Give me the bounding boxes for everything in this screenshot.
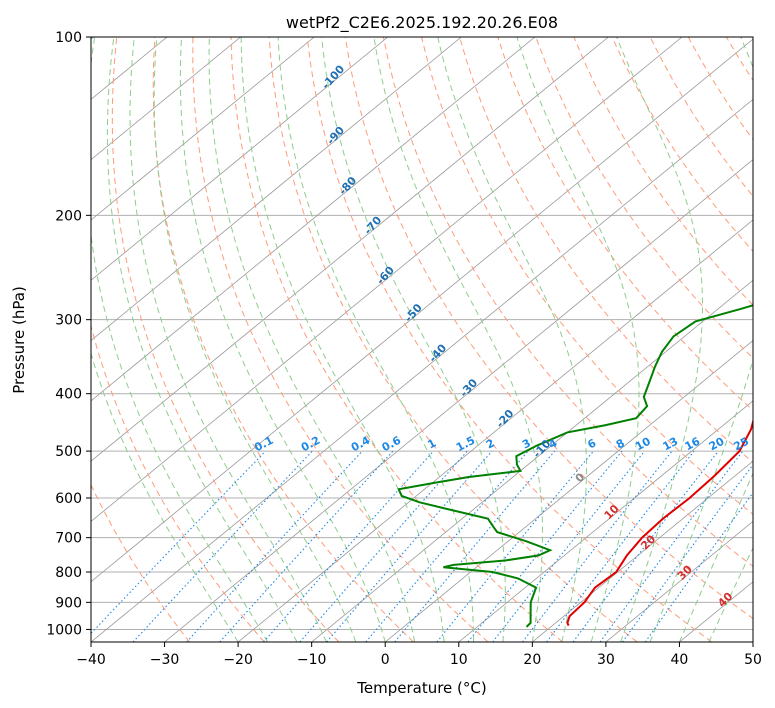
dry-adiabat xyxy=(535,37,753,359)
x-tick-label: −30 xyxy=(150,652,180,668)
dewpoint-profile xyxy=(397,304,753,628)
moist-adiabat xyxy=(277,37,474,642)
x-tick-label: 30 xyxy=(597,652,615,668)
isotherm-line xyxy=(311,279,753,642)
isotherm-line xyxy=(237,219,753,642)
chart-title: wetPf2_C2E6.2025.192.20.26.E08 xyxy=(286,13,558,33)
mixing-ratio-line xyxy=(622,463,753,642)
moist-adiabat xyxy=(437,37,587,642)
mixing-ratio-label: 13 xyxy=(661,435,681,454)
moist-adiabat xyxy=(129,37,327,642)
isotherm-line xyxy=(91,38,753,583)
x-axis-ticks: −40 −30 −20 −10 0 10 20 30 40 50 xyxy=(76,642,762,668)
y-axis-label: Pressure (hPa) xyxy=(10,286,28,394)
moist-adiabat xyxy=(179,37,386,642)
moist-adiabat xyxy=(678,472,753,642)
dry-adiabat xyxy=(497,37,753,411)
isotherm-line xyxy=(164,159,753,642)
moist-adiabat xyxy=(240,37,445,642)
y-tick-label: 600 xyxy=(55,491,82,507)
mixing-ratio-label: 10 xyxy=(633,435,653,454)
mixing-ratio-line xyxy=(263,450,434,642)
isotherm-line xyxy=(532,460,753,642)
dry-adiabat xyxy=(459,37,753,464)
y-tick-label: 200 xyxy=(55,208,82,224)
isotherm-lines xyxy=(91,37,753,642)
mixing-ratio-line xyxy=(91,450,266,635)
mixing-ratio-line xyxy=(492,450,646,642)
mixing-ratio-line xyxy=(599,450,744,642)
mixing-ratio-line xyxy=(467,450,623,642)
x-tick-label: 20 xyxy=(523,652,541,668)
y-tick-label: 900 xyxy=(55,595,82,611)
isotherm-line xyxy=(458,400,753,642)
isotherm-line xyxy=(91,37,609,462)
mixing-ratio-line xyxy=(546,450,695,642)
y-tick-label: 800 xyxy=(55,565,82,581)
moist-adiabat xyxy=(516,37,640,642)
moist-adiabat xyxy=(649,37,753,642)
dry-adiabat xyxy=(91,483,191,642)
isotherm-line xyxy=(91,37,462,342)
dry-adiabat xyxy=(344,37,753,620)
dry-adiabat xyxy=(111,37,340,642)
moist-adiabat xyxy=(91,37,268,642)
y-tick-label: 100 xyxy=(55,30,82,46)
moist-adiabat-lines xyxy=(91,37,753,642)
moist-adiabat xyxy=(208,37,416,642)
isotherm-line xyxy=(91,37,536,402)
mixing-ratio-lines xyxy=(91,450,753,642)
dry-adiabat xyxy=(91,324,265,642)
moist-adiabat xyxy=(91,351,239,642)
mixing-ratio-line xyxy=(644,491,753,642)
y-tick-label: 300 xyxy=(55,313,82,329)
isotherm-line xyxy=(91,37,241,161)
isotherm-line xyxy=(91,37,315,221)
dry-adiabat xyxy=(306,37,713,642)
y-tick-label: 500 xyxy=(55,444,82,460)
x-tick-label: −10 xyxy=(297,652,327,668)
dry-adiabat xyxy=(421,37,753,515)
moist-adiabat xyxy=(373,37,543,642)
dry-adiabat xyxy=(152,37,414,642)
dry-adiabat xyxy=(192,37,489,642)
dry-adiabat xyxy=(573,37,753,306)
mixing-ratio-line xyxy=(436,450,594,642)
x-axis-label: Temperature (°C) xyxy=(356,679,486,697)
x-tick-label: 10 xyxy=(450,652,468,668)
y-axis-ticks: 100 200 300 400 500 600 700 800 900 1000 xyxy=(46,30,91,638)
mixing-ratio-label: 16 xyxy=(683,434,703,453)
moist-adiabat xyxy=(153,37,357,642)
x-tick-label: −40 xyxy=(76,652,106,668)
moist-adiabat xyxy=(106,37,298,642)
x-tick-label: 50 xyxy=(744,652,762,668)
isotherm-line xyxy=(384,340,753,642)
mixing-ratio-line xyxy=(572,450,719,642)
isotherm-line xyxy=(605,520,753,642)
x-tick-label: −20 xyxy=(223,652,253,668)
y-tick-label: 400 xyxy=(55,387,82,403)
y-tick-label: 1000 xyxy=(46,622,82,638)
moist-adiabat xyxy=(616,37,703,642)
temperature-profile xyxy=(566,418,753,627)
mixing-ratio-line xyxy=(132,450,313,642)
mixing-ratio-line xyxy=(365,450,529,642)
pressure-gridlines xyxy=(91,37,753,630)
isotherm-line xyxy=(91,37,683,522)
isotherm-line xyxy=(91,37,389,281)
mixing-ratio-label: 20 xyxy=(707,434,727,453)
y-tick-label: 700 xyxy=(55,531,82,547)
mixing-ratio-line xyxy=(186,450,363,642)
sounding-profiles xyxy=(397,304,753,628)
isotherm-line xyxy=(91,98,753,642)
moist-adiabat xyxy=(321,37,506,642)
x-tick-label: 0 xyxy=(381,652,390,668)
mixing-ratio-line xyxy=(394,450,556,642)
mixing-ratio-label: 30 xyxy=(752,435,772,454)
x-tick-label: 40 xyxy=(671,652,689,668)
mixing-ratio-label: 25 xyxy=(731,435,751,454)
mixing-ratio-line xyxy=(219,450,394,642)
plot-frame xyxy=(90,36,754,643)
